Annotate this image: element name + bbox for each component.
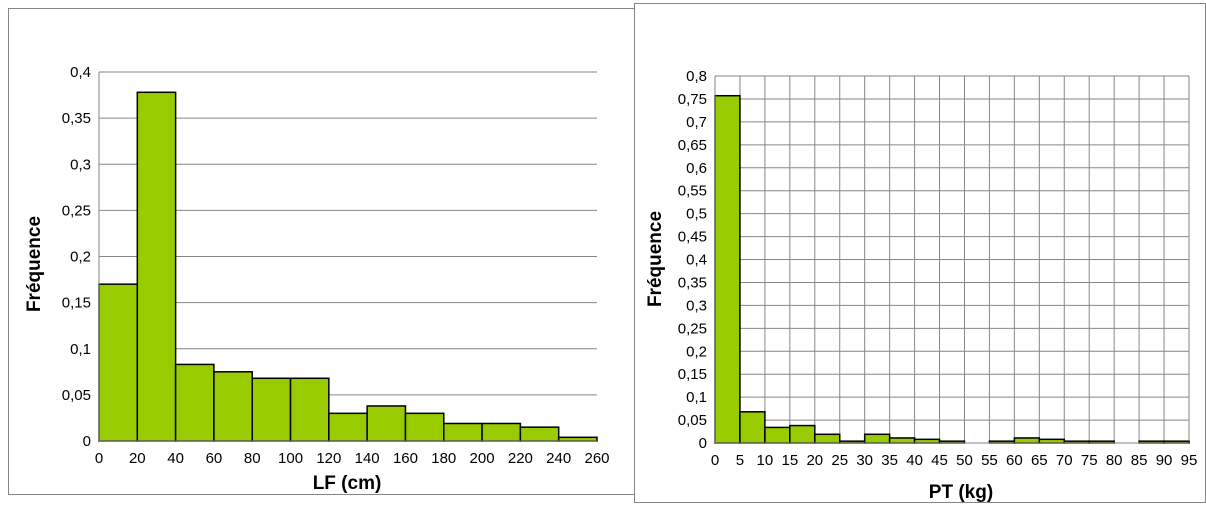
x-tick-label: 0 xyxy=(95,450,103,467)
histogram-lf: 0 0,05 0,1 0,15 0,2 0,25 0,3 0,35 0,4 0 20 40 60 80 10… xyxy=(24,64,610,494)
x-tick-label: 140 xyxy=(355,450,380,467)
x-tick-label: 180 xyxy=(431,450,456,467)
histogram-bar xyxy=(913,438,941,444)
histogram-bar xyxy=(863,433,891,444)
x-tick-label: 20 xyxy=(129,450,146,467)
histogram-bar xyxy=(789,424,816,444)
histogram-pt: 0 0,05 0,1 0,15 0,2 0,25 0,3 0,35 0,4 0,45 0,5 0,55… xyxy=(645,68,1198,503)
x-tick-label: 5 xyxy=(736,452,744,469)
y-tick-label: 0,15 xyxy=(678,366,707,383)
x-tick-label: 80 xyxy=(244,450,261,467)
histogram-bar xyxy=(136,91,177,442)
x-tick-label: 30 xyxy=(856,452,873,469)
y-tick-label: 0,2 xyxy=(686,343,707,360)
y-tick-label: 0,05 xyxy=(62,387,91,404)
chart-panel-lf: 0 0,05 0,1 0,15 0,2 0,25 0,3 0,35 0,4 0 20 40 60 80 10… xyxy=(8,8,635,495)
x-tick-label: 10 xyxy=(757,452,774,469)
histogram-bar xyxy=(1038,438,1066,444)
x-tick-label: 40 xyxy=(167,450,184,467)
histogram-bar xyxy=(174,363,215,442)
y-tick-label: 0,35 xyxy=(678,274,707,291)
y-tick-label: 0,25 xyxy=(62,202,91,219)
histogram-bar xyxy=(251,377,292,442)
histogram-bar xyxy=(714,94,741,444)
histogram-bar xyxy=(888,437,916,444)
y-tick-label: 0,5 xyxy=(686,206,707,223)
y-tick-label: 0,15 xyxy=(62,295,91,312)
x-tick-label: 85 xyxy=(1131,452,1148,469)
histogram-bar xyxy=(98,283,139,442)
x-tick-label: 35 xyxy=(881,452,898,469)
x-tick-label: 240 xyxy=(546,450,571,467)
y-tick-label: 0,6 xyxy=(686,160,707,177)
y-tick-label: 0,65 xyxy=(678,137,707,154)
histogram-bar xyxy=(404,412,445,442)
y-tick-label: 0,4 xyxy=(70,64,91,81)
chart-panel-pt: 0 0,05 0,1 0,15 0,2 0,25 0,3 0,35 0,4 0,45 0,5 0,55… xyxy=(634,3,1206,503)
histogram-bar xyxy=(328,412,368,442)
x-tick-label: 100 xyxy=(278,450,303,467)
histogram-bar xyxy=(519,426,560,442)
histogram-bar xyxy=(814,433,841,444)
y-tick-label: 0,3 xyxy=(686,297,707,314)
histogram-bar xyxy=(481,422,522,442)
histogram-bar xyxy=(213,371,253,442)
y-tick-label: 0,8 xyxy=(686,68,707,85)
x-tick-label: 95 xyxy=(1181,452,1198,469)
y-tick-label: 0,1 xyxy=(686,389,707,406)
x-tick-label: 120 xyxy=(316,450,341,467)
x-tick-label: 0 xyxy=(711,452,719,469)
x-tick-label: 70 xyxy=(1056,452,1073,469)
x-tick-label: 160 xyxy=(393,450,418,467)
y-tick-label: 0,45 xyxy=(678,229,707,246)
x-axis-title: LF (cm) xyxy=(313,473,382,494)
y-axis-title: Fréquence xyxy=(645,211,666,307)
x-tick-label: 200 xyxy=(470,450,495,467)
x-tick-label: 220 xyxy=(508,450,533,467)
histogram-bar xyxy=(739,411,766,444)
x-tick-label: 20 xyxy=(806,452,823,469)
x-tick-label: 50 xyxy=(956,452,973,469)
histogram-bar xyxy=(443,422,483,442)
y-tick-label: 0,3 xyxy=(70,156,91,173)
y-tick-label: 0,05 xyxy=(678,412,707,429)
x-tick-label: 75 xyxy=(1081,452,1098,469)
x-tick-label: 25 xyxy=(831,452,848,469)
y-axis-title: Fréquence xyxy=(24,216,45,312)
x-tick-label: 15 xyxy=(781,452,798,469)
histogram-bar xyxy=(366,405,407,442)
x-axis-title: PT (kg) xyxy=(929,482,993,503)
x-tick-label: 55 xyxy=(981,452,998,469)
y-tick-label: 0,7 xyxy=(686,114,707,131)
x-tick-label: 40 xyxy=(906,452,923,469)
x-tick-label: 80 xyxy=(1106,452,1123,469)
y-tick-label: 0 xyxy=(83,433,91,450)
x-tick-label: 90 xyxy=(1156,452,1173,469)
y-tick-label: 0,2 xyxy=(70,249,91,266)
x-tick-label: 65 xyxy=(1031,452,1048,469)
y-tick-label: 0,55 xyxy=(678,183,707,200)
y-tick-label: 0,25 xyxy=(678,320,707,337)
histogram-bar xyxy=(1013,437,1041,444)
histogram-bar xyxy=(289,377,330,442)
y-tick-label: 0,75 xyxy=(678,91,707,108)
y-tick-label: 0,4 xyxy=(686,252,707,269)
histogram-bar xyxy=(764,426,791,444)
y-tick-label: 0,1 xyxy=(70,341,91,358)
histogram-bar xyxy=(557,436,598,442)
x-tick-label: 60 xyxy=(206,450,223,467)
x-tick-label: 60 xyxy=(1006,452,1023,469)
y-tick-label: 0 xyxy=(699,435,707,452)
y-tick-label: 0,35 xyxy=(62,110,91,127)
x-tick-label: 260 xyxy=(584,450,609,467)
x-tick-label: 45 xyxy=(931,452,948,469)
